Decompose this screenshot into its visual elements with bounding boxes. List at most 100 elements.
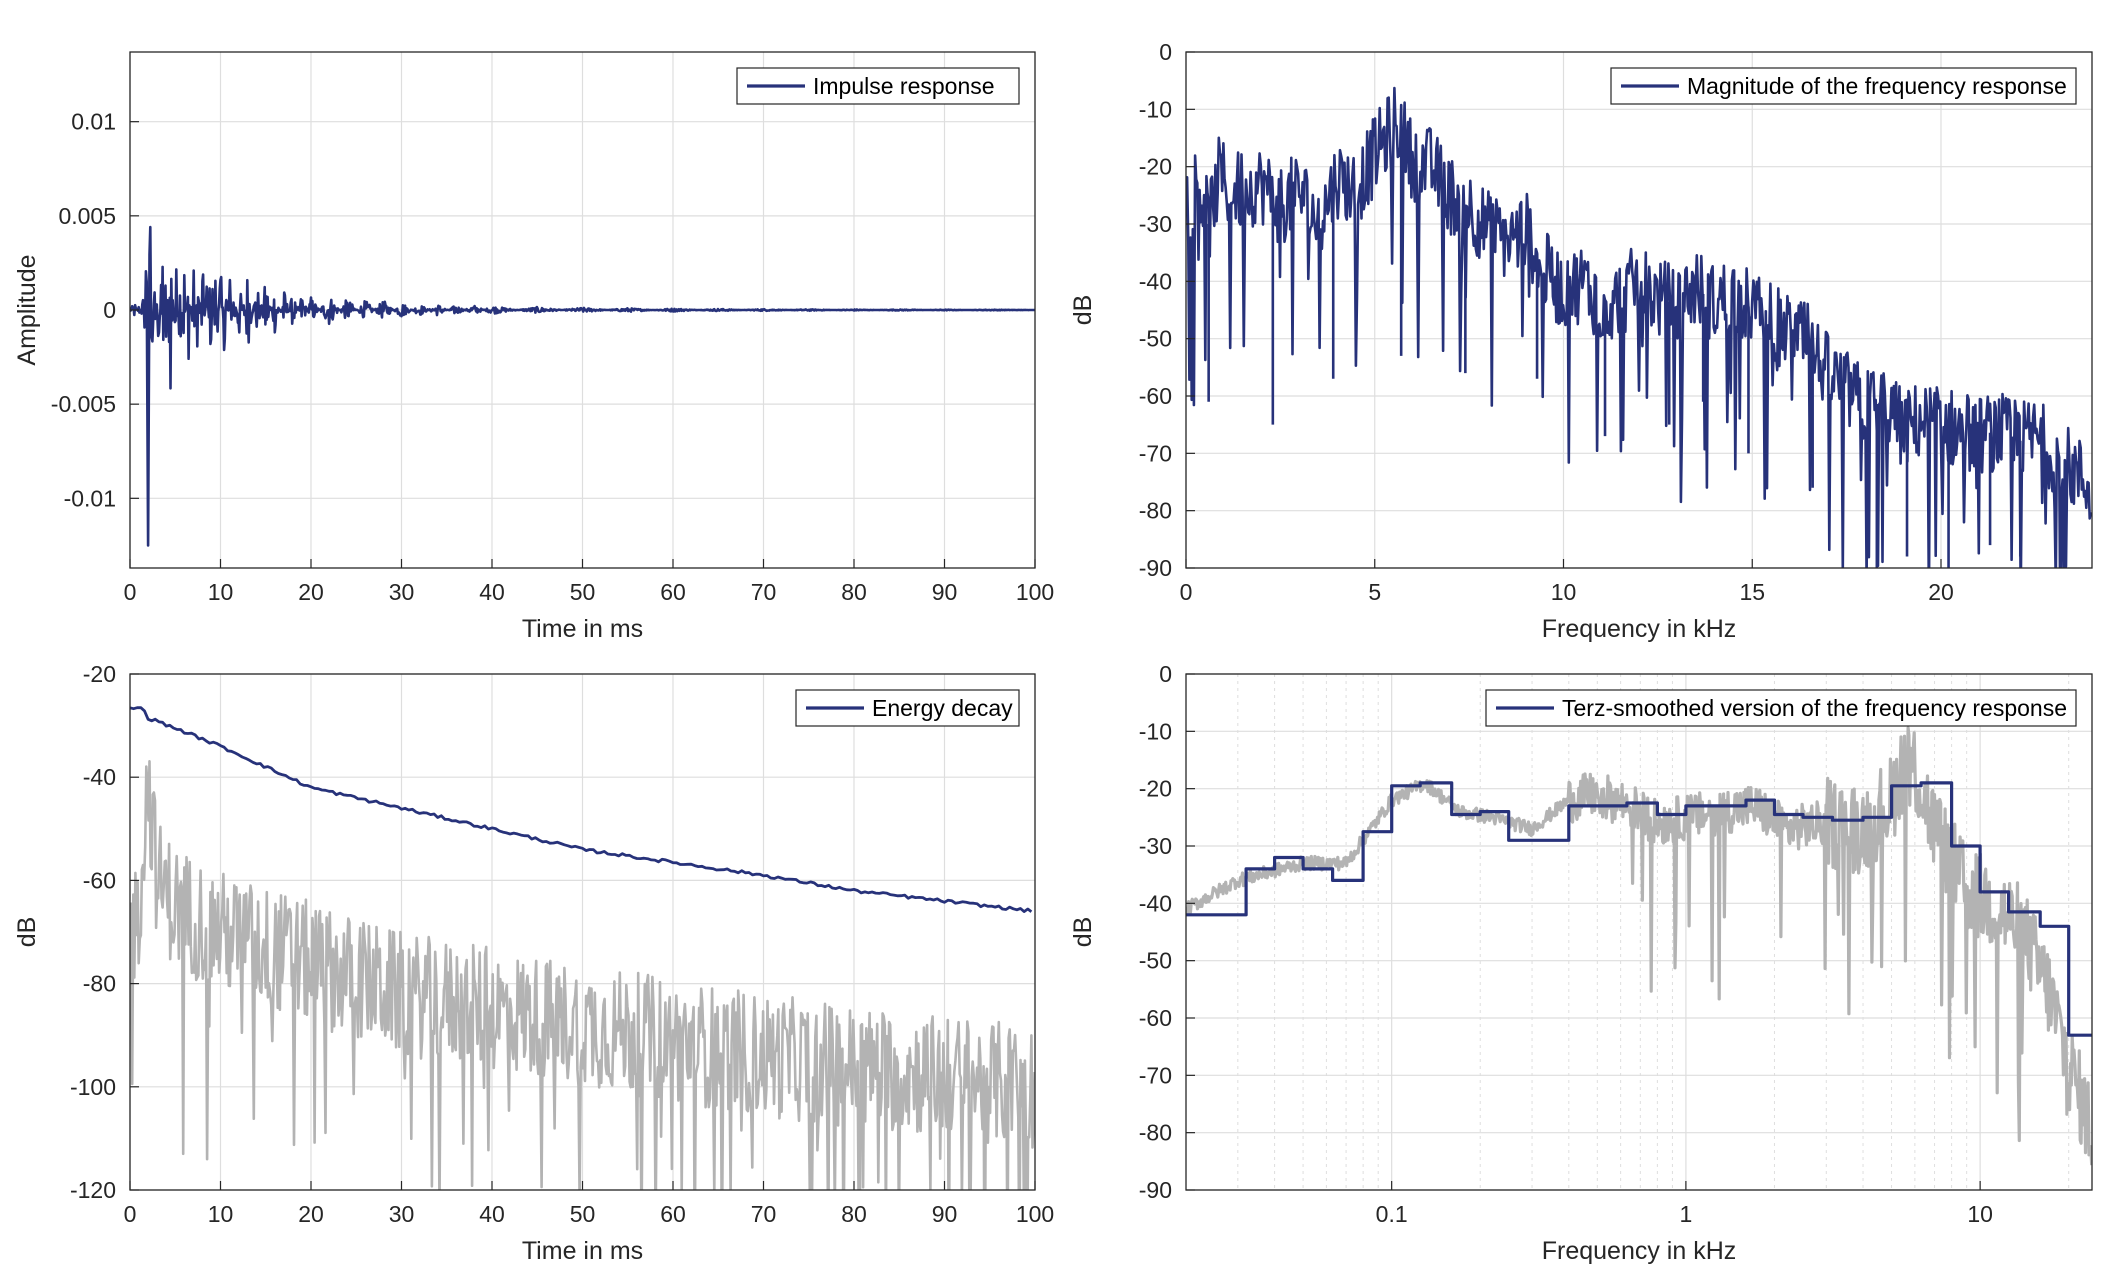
series-line-magnitude	[1186, 86, 2092, 568]
y-axis-label: dB	[1069, 295, 1097, 326]
series-group	[1186, 726, 2092, 1166]
y-tick-label: -60	[83, 867, 116, 893]
y-tick-label: -80	[83, 971, 116, 997]
y-tick-label: -100	[70, 1074, 116, 1100]
y-tick-label: -50	[1139, 948, 1172, 974]
x-axis-label: Time in ms	[522, 1237, 643, 1265]
x-tick-label: 40	[479, 1201, 505, 1227]
series-line-unsmoothed	[1186, 726, 2092, 1166]
series-line-energy-decay	[130, 706, 1033, 913]
series-line-instantaneous-energy	[130, 759, 1035, 1190]
y-tick-label: -0.01	[64, 485, 116, 511]
plot-area	[1186, 674, 2092, 1190]
y-tick-label: -90	[1139, 1177, 1172, 1203]
y-tick-label: -60	[1139, 383, 1172, 409]
y-tick-label: -80	[1139, 498, 1172, 524]
x-tick-label: 0	[124, 1201, 137, 1227]
x-tick-label: 10	[208, 1201, 234, 1227]
axes-box	[1185, 673, 2093, 1191]
x-tick-label: 50	[570, 1201, 596, 1227]
y-tick-label: -40	[1139, 268, 1172, 294]
x-tick-label: 20	[298, 579, 324, 605]
x-tick-label: 60	[660, 1201, 686, 1227]
x-tick-label: 80	[841, 579, 867, 605]
legend-box	[1485, 689, 2077, 727]
legend-label: Impulse response	[813, 73, 995, 99]
tick-labels: 0 10 20 30 40 50 60 70 80 90 100 -0.01 -0.005 0 0.005 0…	[51, 109, 1054, 605]
y-tick-label: -0.005	[51, 391, 116, 417]
x-tick-label: 100	[1016, 1201, 1054, 1227]
legend[interactable]: Magnitude of the frequency response	[1610, 67, 2077, 105]
x-tick-label: 15	[1739, 579, 1765, 605]
chart-terz: 0.1 1 10 0 -10 -20 -30 -40 -50 -60 -70 -80 -90 Freque…	[1069, 661, 2093, 1265]
x-tick-label: 50	[570, 579, 596, 605]
series-group	[130, 225, 1035, 547]
y-tick-label: -30	[1139, 833, 1172, 859]
y-tick-label: 0	[103, 297, 116, 323]
tick-labels: 0 5 10 15 20 0 -10 -20 -30 -40 -50 -60 -70 -80 -90	[1139, 39, 1954, 605]
legend-label: Terz-smoothed version of the frequency r…	[1562, 695, 2067, 721]
y-tick-label: -20	[1139, 154, 1172, 180]
x-tick-label: 20	[298, 1201, 324, 1227]
x-tick-label: 10	[208, 579, 234, 605]
y-tick-label: -120	[70, 1177, 116, 1203]
y-tick-label: -50	[1139, 326, 1172, 352]
series-line-impulse-response	[130, 225, 1035, 547]
x-tick-label: 100	[1016, 579, 1054, 605]
legend[interactable]: Energy decay	[795, 689, 1020, 727]
legend[interactable]: Terz-smoothed version of the frequency r…	[1485, 689, 2077, 727]
chart-energy: 0 10 20 30 40 50 60 70 80 90 100 -20 -40 -60 -80 -100 -1…	[13, 661, 1054, 1265]
x-tick-label: 30	[389, 579, 415, 605]
y-tick-label: 0.005	[58, 203, 116, 229]
y-tick-label: -80	[1139, 1120, 1172, 1146]
x-tick-label: 70	[751, 579, 777, 605]
x-tick-label: 0	[124, 579, 137, 605]
x-axis-label: Frequency in kHz	[1542, 615, 1737, 643]
y-tick-label: -10	[1139, 718, 1172, 744]
y-tick-label: 0.01	[71, 109, 116, 135]
x-tick-label: 90	[932, 1201, 958, 1227]
y-axis-label: dB	[1069, 917, 1097, 948]
chart-impulse: 0 10 20 30 40 50 60 70 80 90 100 -0.01 -0.005 0 0.005 0…	[13, 51, 1054, 643]
legend-label: Energy decay	[872, 695, 1013, 721]
series-line-terz-smoothed	[1186, 781, 2092, 1037]
y-tick-label: -70	[1139, 1062, 1172, 1088]
x-tick-label: 80	[841, 1201, 867, 1227]
y-tick-label: -10	[1139, 96, 1172, 122]
chart-magnitude: 0 5 10 15 20 0 -10 -20 -30 -40 -50 -60 -70 -80 -90 Freq…	[1069, 39, 2093, 643]
x-tick-label: 1	[1679, 1201, 1692, 1227]
y-axis-label: Amplitude	[13, 254, 41, 365]
y-tick-label: -40	[83, 764, 116, 790]
y-tick-label: -90	[1139, 555, 1172, 581]
x-axis-label: Time in ms	[522, 615, 643, 643]
legend-box	[795, 689, 1020, 727]
x-tick-label: 0	[1180, 579, 1193, 605]
x-tick-label: 20	[1928, 579, 1954, 605]
series-group	[130, 706, 1035, 1190]
y-tick-label: -20	[1139, 776, 1172, 802]
x-tick-label: 60	[660, 579, 686, 605]
y-tick-label: -40	[1139, 890, 1172, 916]
legend[interactable]: Impulse response	[736, 67, 1020, 105]
y-tick-label: 0	[1159, 661, 1172, 687]
x-tick-label: 40	[479, 579, 505, 605]
y-tick-label: -20	[83, 661, 116, 687]
x-tick-label: 5	[1368, 579, 1381, 605]
legend-box	[1610, 67, 2077, 105]
y-tick-label: 0	[1159, 39, 1172, 65]
y-axis-label: dB	[13, 917, 41, 948]
x-tick-label: 10	[1551, 579, 1577, 605]
y-tick-label: -30	[1139, 211, 1172, 237]
x-tick-label: 90	[932, 579, 958, 605]
axes-box	[1185, 51, 2093, 569]
tick-labels: 0 10 20 30 40 50 60 70 80 90 100 -20 -40 -60 -80 -100 -1…	[70, 661, 1054, 1227]
tick-labels: 0.1 1 10 0 -10 -20 -30 -40 -50 -60 -70 -80 -90	[1139, 661, 1993, 1227]
x-axis-label: Frequency in kHz	[1542, 1237, 1737, 1265]
y-tick-label: -70	[1139, 440, 1172, 466]
x-tick-label: 0.1	[1376, 1201, 1408, 1227]
x-tick-label: 30	[389, 1201, 415, 1227]
x-tick-label: 10	[1967, 1201, 1993, 1227]
series-group	[1186, 86, 2092, 568]
x-tick-label: 70	[751, 1201, 777, 1227]
y-tick-label: -60	[1139, 1005, 1172, 1031]
